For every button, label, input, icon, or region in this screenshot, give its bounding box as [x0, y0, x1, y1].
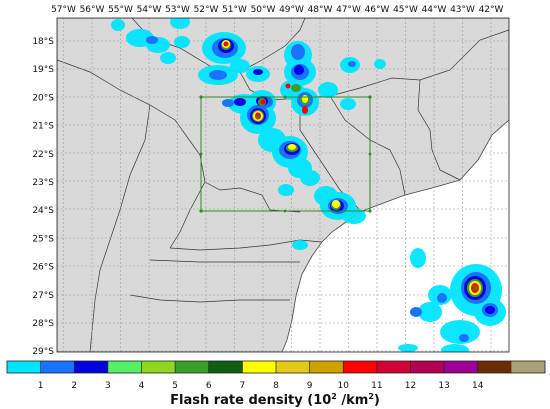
- latitude-label: 21°S: [32, 122, 54, 132]
- map-frame: [56, 17, 510, 353]
- longitude-label: 43°W: [450, 5, 475, 15]
- longitude-label: 45°W: [393, 5, 418, 15]
- longitude-label: 56°W: [80, 5, 105, 15]
- longitude-axis: 57°W 56°W 55°W 54°W 53°W 52°W 51°W 50°W 49°W 48°W…: [51, 5, 503, 15]
- colorbar-segment: [40, 361, 75, 373]
- longitude-label: 50°W: [251, 5, 276, 15]
- colorbar-segment: [175, 361, 210, 373]
- colorbar-segment: [107, 361, 142, 373]
- colorbar-tick-label: 13: [438, 381, 449, 391]
- latitude-label: 29°S: [32, 347, 54, 357]
- colorbar-tick-label: 14: [472, 381, 484, 391]
- latitude-label: 18°S: [32, 37, 54, 47]
- colorbar-tick-label: 1: [38, 381, 44, 391]
- colorbar-segment: [477, 361, 512, 373]
- longitude-label: 51°W: [222, 5, 247, 15]
- colorbar-tick-label: 4: [139, 381, 145, 391]
- colorbar-segment: [74, 361, 109, 373]
- colorbar-segment: [511, 361, 546, 373]
- domain-box: [199, 95, 372, 213]
- colorbar-tick-label: 10: [338, 381, 350, 391]
- colorbar-tick-labels: 1 2 3 4 5 6 7 8 9 10 11 12 13 14: [38, 361, 484, 391]
- colorbar-tick-label: 7: [240, 381, 246, 391]
- colorbar-segment: [444, 361, 479, 373]
- flash-rate-density-field: [111, 18, 506, 352]
- colorbar-tick-label: 12: [405, 381, 416, 391]
- longitude-label: 57°W: [51, 5, 76, 15]
- colorbar-segment: [276, 361, 311, 373]
- latitude-label: 22°S: [32, 150, 54, 160]
- colorbar-segment: [410, 361, 445, 373]
- colorbar-segment: [7, 361, 42, 373]
- colorbar-segment: [309, 361, 344, 373]
- latitude-axis: 18°S 19°S 20°S 21°S 22°S 23°S 24°S 25°S 26°S 27°S…: [32, 37, 54, 357]
- longitude-label: 46°W: [365, 5, 390, 15]
- colorbar: [6, 360, 546, 374]
- latitude-label: 24°S: [32, 206, 54, 216]
- latitude-label: 26°S: [32, 263, 54, 273]
- latitude-label: 27°S: [32, 291, 54, 301]
- longitude-label: 44°W: [422, 5, 447, 15]
- longitude-label: 55°W: [108, 5, 133, 15]
- longitude-label: 49°W: [279, 5, 304, 15]
- latitude-label: 23°S: [32, 178, 54, 188]
- colorbar-tick-label: 11: [371, 381, 382, 391]
- longitude-label: 54°W: [137, 5, 162, 15]
- latitude-label: 25°S: [32, 234, 54, 244]
- latitude-label: 19°S: [32, 65, 54, 75]
- colorbar-tick-label: 2: [71, 381, 77, 391]
- colorbar-title: Flash rate density (102 /km2): [170, 392, 380, 408]
- map-borders: [57, 18, 509, 352]
- colorbar-segment: [141, 361, 176, 373]
- colorbar-segment: [208, 361, 243, 373]
- latitude-label: 28°S: [32, 319, 54, 329]
- longitude-label: 52°W: [194, 5, 219, 15]
- colorbar-tick-label: 5: [172, 381, 178, 391]
- longitude-label: 48°W: [308, 5, 333, 15]
- colorbar-tick-label: 9: [307, 381, 313, 391]
- longitude-label: 42°W: [479, 5, 504, 15]
- longitude-label: 53°W: [165, 5, 190, 15]
- colorbar-segment: [343, 361, 378, 373]
- colorbar-tick-label: 8: [273, 381, 279, 391]
- longitude-label: 47°W: [336, 5, 361, 15]
- colorbar-segment: [242, 361, 277, 373]
- colorbar-segment: [376, 361, 411, 373]
- colorbar-tick-label: 6: [206, 381, 212, 391]
- latitude-label: 20°S: [32, 93, 54, 103]
- colorbar-tick-label: 3: [105, 381, 111, 391]
